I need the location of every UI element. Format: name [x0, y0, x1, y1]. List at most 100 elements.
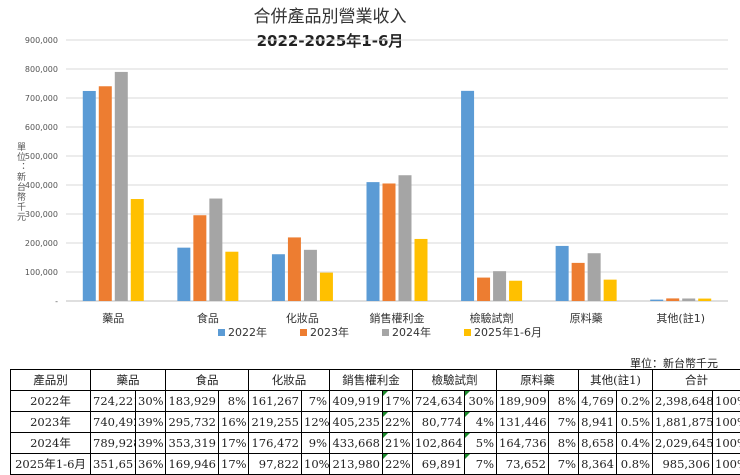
- legend-label: 2024年: [392, 325, 431, 339]
- bar: [366, 182, 380, 301]
- value-cell: 131,446: [496, 411, 549, 433]
- legend-swatch: [464, 329, 471, 336]
- x-tick-label: 原料藥: [570, 311, 603, 325]
- bar: [477, 277, 491, 301]
- value-cell: 740,492: [90, 411, 136, 433]
- percent-cell: 5%: [464, 432, 497, 454]
- percent-cell: 9%: [301, 432, 330, 454]
- table-header-cell: 其他(註1): [577, 369, 654, 391]
- value-cell: 724,221: [90, 390, 136, 412]
- table-header-row: 產品別 藥品 食品 化妝品 銷售權利金 檢驗試劑 原料藥 其他(註1) 合計: [10, 369, 740, 391]
- value-cell: 80,774: [412, 411, 465, 433]
- value-cell: 985,306: [652, 453, 714, 475]
- value-cell: 433,668: [329, 432, 383, 454]
- x-tick-label: 檢驗試劑: [470, 311, 514, 325]
- bar: [130, 199, 144, 301]
- value-cell: 1,881,875: [652, 411, 714, 433]
- table-row: 2023年740,49239%295,73216%219,25512%405,2…: [10, 411, 740, 433]
- x-tick-label: 銷售權利金: [370, 311, 425, 325]
- percent-cell: 36%: [135, 453, 166, 475]
- bar: [493, 271, 507, 301]
- table-header-cell: 藥品: [90, 369, 166, 391]
- legend-label: 2023年: [310, 325, 349, 339]
- x-tick-label: 食品: [197, 311, 219, 325]
- revenue-bar-chart: 合併產品別營業收入 2022-2025年1-6月 - 100,000 200,000…: [15, 7, 728, 339]
- legend-label: 2022年: [228, 325, 267, 339]
- y-tick-label: 900,000: [25, 36, 58, 45]
- percent-cell: 12%: [301, 411, 330, 433]
- percent-cell: 17%: [218, 453, 249, 475]
- bar: [682, 298, 696, 301]
- value-cell: 8,941: [578, 411, 617, 433]
- value-cell: 8,658: [578, 432, 617, 454]
- legend-swatch: [218, 329, 225, 336]
- percent-cell: 21%: [382, 432, 413, 454]
- value-cell: 724,634: [412, 390, 465, 412]
- x-axis: 藥品 食品 化妝品 銷售權利金 檢驗試劑 原料藥 其他(註1): [102, 311, 705, 325]
- bar: [398, 175, 412, 301]
- value-cell: 69,891: [412, 453, 465, 475]
- percent-cell: 8%: [548, 432, 579, 454]
- percent-cell: 17%: [382, 390, 413, 412]
- y-tick-label: -: [55, 297, 58, 306]
- bar: [603, 279, 617, 301]
- percent-cell: 0.2%: [615, 390, 654, 412]
- revenue-table: 產品別 藥品 食品 化妝品 銷售權利金 檢驗試劑 原料藥 其他(註1) 合計 2022年 724,…: [10, 369, 740, 475]
- table-header-cell: 產品別: [10, 369, 91, 391]
- bar: [587, 253, 601, 301]
- percent-cell: 4%: [464, 411, 497, 433]
- bar: [114, 71, 128, 301]
- value-cell: 102,864: [412, 432, 465, 454]
- percent-cell: 0.8%: [615, 453, 654, 475]
- percent-cell: 100%: [712, 453, 740, 475]
- bar: [193, 215, 207, 301]
- bar: [461, 90, 475, 301]
- bar: [650, 299, 664, 301]
- y-tick-label: 800,000: [25, 65, 58, 74]
- x-tick-label: 藥品: [102, 312, 124, 325]
- row-label: 2024年: [10, 432, 91, 454]
- y-tick-label: 600,000: [25, 123, 58, 132]
- value-cell: 2,398,648: [652, 390, 714, 412]
- bar: [555, 245, 569, 301]
- percent-cell: 0.4%: [615, 432, 654, 454]
- revenue-table-container: 產品別 藥品 食品 化妝品 銷售權利金 檢驗試劑 原料藥 其他(註1) 合計 2022年 724,…: [10, 369, 740, 475]
- bar: [82, 90, 96, 301]
- bar: [509, 280, 523, 301]
- bar: [287, 237, 301, 301]
- value-cell: 351,651: [90, 453, 136, 475]
- percent-cell: 0.5%: [615, 411, 654, 433]
- bar: [303, 249, 317, 301]
- y-tick-label: 700,000: [25, 94, 58, 103]
- table-row: 2025年1-6月351,65136%169,94617%97,82210%21…: [10, 453, 740, 475]
- percent-cell: 100%: [712, 432, 740, 454]
- percent-cell: 100%: [712, 390, 740, 412]
- chart-title: 合併產品別營業收入: [254, 7, 407, 27]
- y-axis: - 100,000 200,000 300,000 400,000 500,000 600,…: [25, 36, 58, 306]
- percent-cell: 10%: [301, 453, 330, 475]
- y-tick-label: 500,000: [25, 152, 58, 161]
- value-cell: 73,652: [496, 453, 549, 475]
- value-cell: 189,909: [496, 390, 549, 412]
- bar: [177, 247, 191, 301]
- table-header-cell: 合計: [652, 369, 740, 391]
- percent-cell: 30%: [464, 390, 497, 412]
- value-cell: 405,235: [329, 411, 383, 433]
- row-label: 2023年: [10, 411, 91, 433]
- value-cell: 4,769: [578, 390, 617, 412]
- row-label: 2025年1-6月: [10, 453, 91, 475]
- value-cell: 176,472: [248, 432, 302, 454]
- y-tick-label: 100,000: [25, 268, 58, 277]
- percent-cell: 100%: [712, 411, 740, 433]
- bar: [98, 86, 112, 301]
- value-cell: 789,928: [90, 432, 136, 454]
- percent-cell: 16%: [218, 411, 249, 433]
- bar: [319, 272, 333, 301]
- value-cell: 213,980: [329, 453, 383, 475]
- legend-label: 2025年1-6月: [474, 325, 542, 339]
- bar: [698, 298, 712, 301]
- percent-cell: 22%: [382, 411, 413, 433]
- value-cell: 164,736: [496, 432, 549, 454]
- legend: 2022年 2023年 2024年 2025年1-6月: [218, 325, 542, 339]
- y-tick-label: 200,000: [25, 239, 58, 248]
